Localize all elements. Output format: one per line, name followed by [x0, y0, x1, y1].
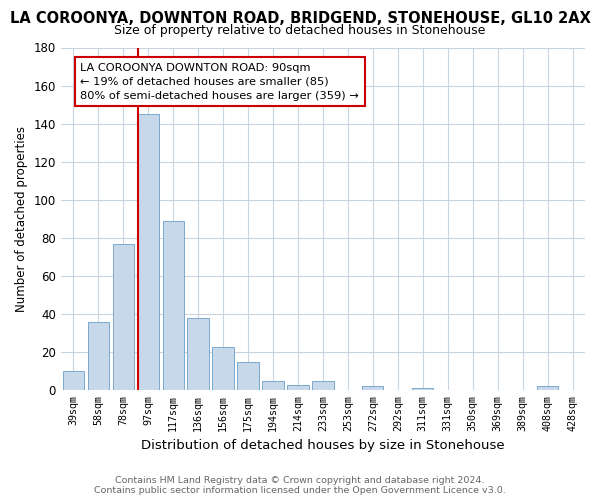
- Bar: [238, 362, 259, 390]
- Bar: [113, 244, 134, 390]
- Y-axis label: Number of detached properties: Number of detached properties: [15, 126, 28, 312]
- Bar: [262, 381, 284, 390]
- Bar: [187, 318, 209, 390]
- Bar: [163, 221, 184, 390]
- Text: Contains public sector information licensed under the Open Government Licence v3: Contains public sector information licen…: [94, 486, 506, 495]
- Bar: [212, 346, 233, 391]
- Bar: [287, 384, 308, 390]
- Bar: [537, 386, 558, 390]
- Bar: [62, 372, 84, 390]
- Bar: [412, 388, 433, 390]
- Text: LA COROONYA DOWNTON ROAD: 90sqm
← 19% of detached houses are smaller (85)
80% of: LA COROONYA DOWNTON ROAD: 90sqm ← 19% of…: [80, 62, 359, 100]
- Text: Size of property relative to detached houses in Stonehouse: Size of property relative to detached ho…: [115, 24, 485, 37]
- Bar: [312, 381, 334, 390]
- Bar: [137, 114, 159, 390]
- Text: LA COROONYA, DOWNTON ROAD, BRIDGEND, STONEHOUSE, GL10 2AX: LA COROONYA, DOWNTON ROAD, BRIDGEND, STO…: [10, 11, 590, 26]
- Text: Contains HM Land Registry data © Crown copyright and database right 2024.: Contains HM Land Registry data © Crown c…: [115, 476, 485, 485]
- X-axis label: Distribution of detached houses by size in Stonehouse: Distribution of detached houses by size …: [141, 440, 505, 452]
- Bar: [88, 322, 109, 390]
- Bar: [362, 386, 383, 390]
